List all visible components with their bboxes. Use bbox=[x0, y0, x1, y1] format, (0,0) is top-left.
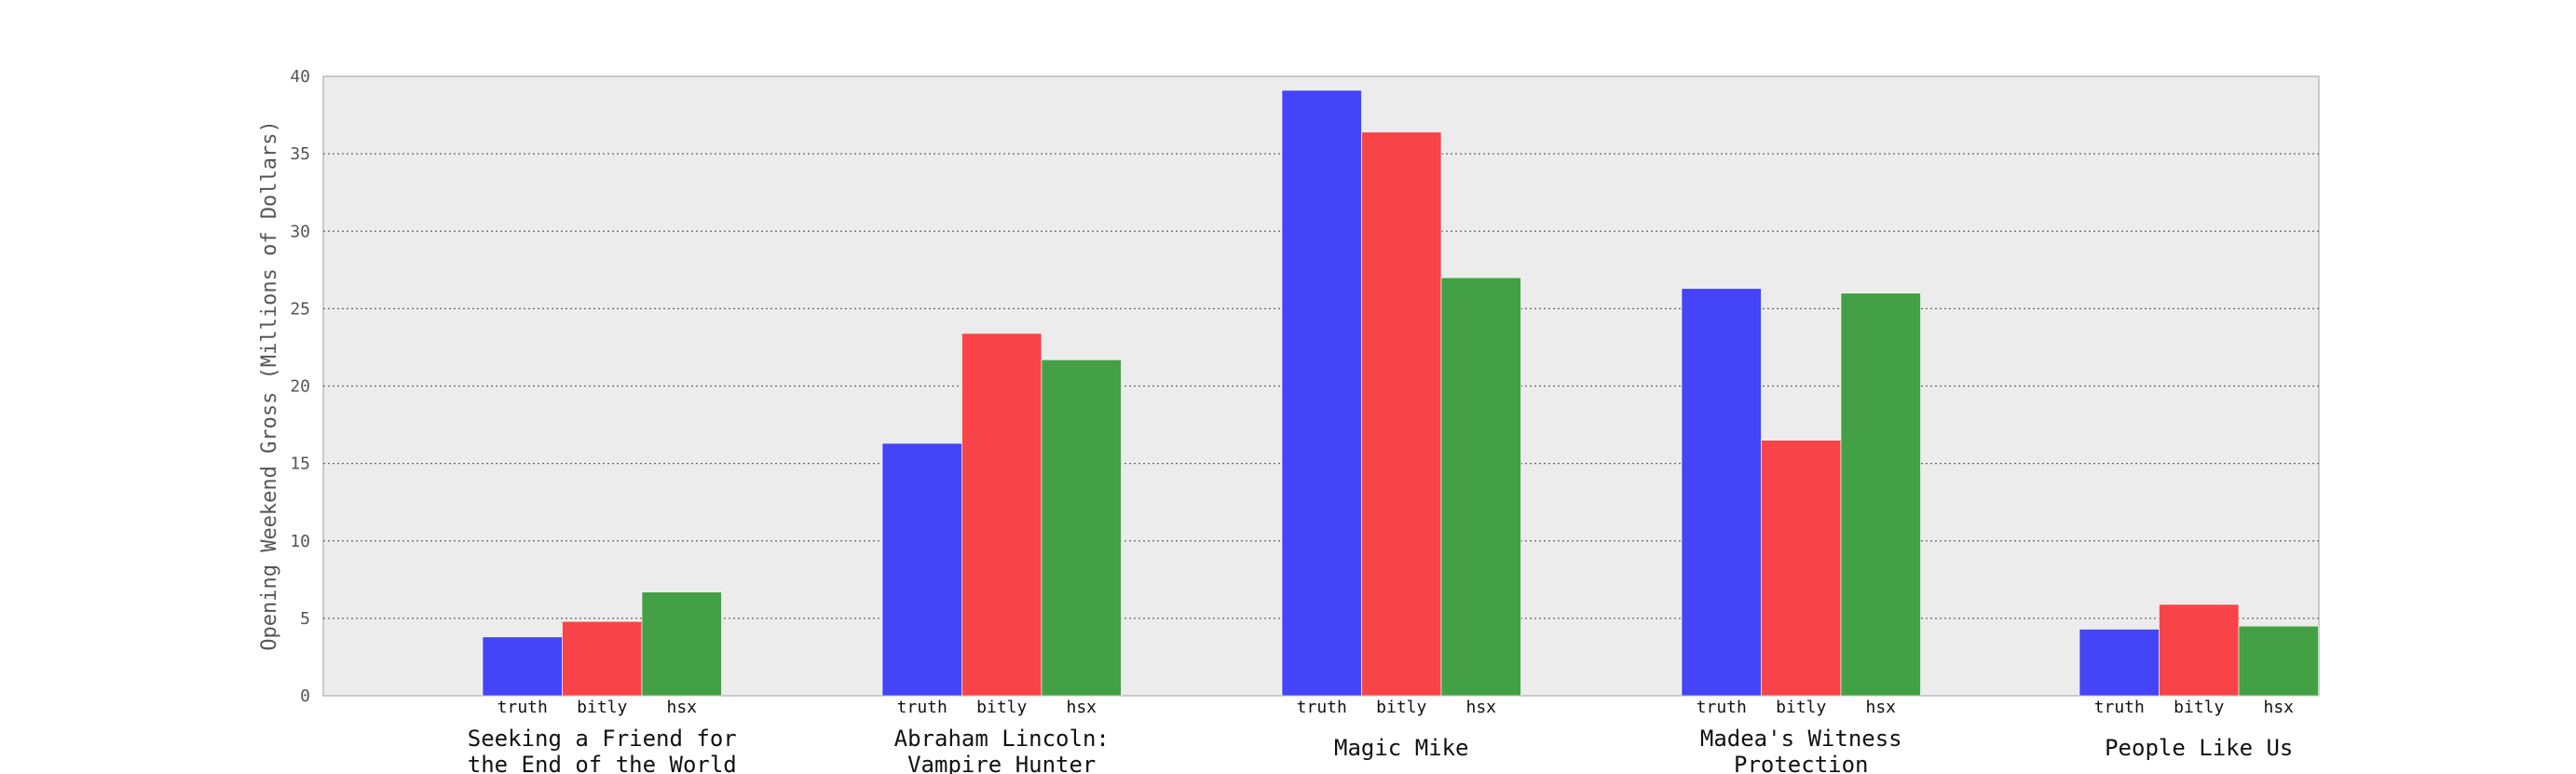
bar-truth-1 bbox=[881, 442, 962, 697]
y-tick-label-15: 15 bbox=[290, 455, 310, 474]
bar-bitly-1 bbox=[961, 333, 1043, 697]
bar-hsx-2 bbox=[1440, 277, 1521, 697]
category-label-2-line-0: Magic Mike bbox=[1334, 735, 1469, 761]
y-tick-label-10: 10 bbox=[290, 532, 310, 551]
bar-label-hsx-0: hsx bbox=[666, 698, 697, 717]
bar-truth-4 bbox=[2079, 629, 2160, 697]
bar-label-bitly-4: bitly bbox=[2174, 698, 2224, 717]
category-label-0-line-0: Seeking a Friend for bbox=[468, 726, 737, 752]
bar-label-hsx-3: hsx bbox=[1865, 698, 1896, 717]
bar-hsx-4 bbox=[2238, 625, 2319, 697]
y-tick-label-40: 40 bbox=[290, 67, 310, 87]
bar-bitly-2 bbox=[1361, 131, 1442, 697]
bar-label-bitly-3: bitly bbox=[1776, 698, 1826, 717]
bar-labels: truth truth truth truth truth bitly bitly bitly… bbox=[497, 698, 2295, 717]
bar-label-truth-4: truth bbox=[2094, 698, 2145, 717]
y-tick-label-35: 35 bbox=[290, 144, 310, 164]
category-label-3-line-1: Protection bbox=[1734, 752, 1869, 774]
bar-truth-3 bbox=[1681, 288, 1762, 697]
y-tick-label-30: 30 bbox=[290, 222, 310, 241]
bar-hsx-3 bbox=[1840, 292, 1921, 697]
y-tick-label-5: 5 bbox=[300, 609, 310, 629]
category-label-3-line-0: Madea's Witness bbox=[1700, 726, 1902, 752]
category-label-1-line-0: Abraham Lincoln: bbox=[894, 726, 1110, 752]
y-tick-label-0: 0 bbox=[300, 686, 310, 706]
bar-label-bitly-1: bitly bbox=[976, 698, 1027, 717]
y-tick-label-20: 20 bbox=[290, 377, 310, 397]
bars-group bbox=[482, 89, 2319, 697]
y-tick-label-25: 25 bbox=[290, 299, 310, 319]
category-label-0-line-1: the End of the World bbox=[468, 752, 737, 774]
bar-truth-2 bbox=[1281, 89, 1362, 697]
bar-bitly-0 bbox=[562, 620, 643, 697]
bar-bitly-3 bbox=[1761, 440, 1842, 697]
bar-truth-0 bbox=[482, 636, 563, 697]
bar-label-truth-0: truth bbox=[497, 698, 548, 717]
bar-bitly-4 bbox=[2159, 604, 2240, 697]
bar-label-bitly-0: bitly bbox=[577, 698, 627, 717]
bar-hsx-1 bbox=[1041, 359, 1122, 697]
bar-label-hsx-1: hsx bbox=[1066, 698, 1097, 717]
bar-label-hsx-2: hsx bbox=[1465, 698, 1496, 717]
bar-hsx-0 bbox=[641, 591, 722, 697]
category-label-4-line-0: People Like Us bbox=[2105, 735, 2293, 761]
category-label-1-line-1: Vampire Hunter bbox=[907, 752, 1096, 774]
bar-label-truth-1: truth bbox=[897, 698, 947, 717]
bar-label-bitly-2: bitly bbox=[1376, 698, 1426, 717]
y-axis-label: Opening Weekend Gross (Millions of Dolla… bbox=[258, 120, 281, 651]
bar-label-hsx-4: hsx bbox=[2263, 698, 2294, 717]
bar-label-truth-2: truth bbox=[1297, 698, 1347, 717]
bar-label-truth-3: truth bbox=[1697, 698, 1747, 717]
y-axis-ticks: 0 5 10 15 20 25 30 35 40 bbox=[290, 67, 310, 706]
